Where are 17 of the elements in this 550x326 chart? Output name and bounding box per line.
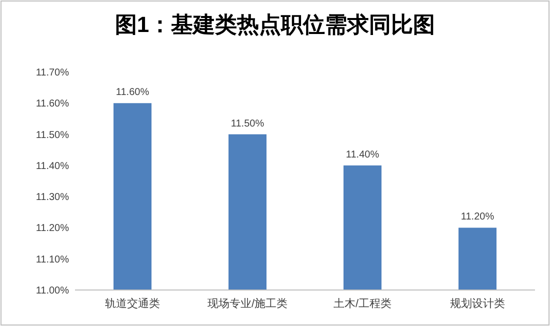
- y-tick-label: 11.10%: [36, 254, 70, 266]
- x-tick-label: 轨道交通类: [105, 297, 160, 310]
- y-tick-label: 11.30%: [36, 192, 70, 204]
- y-tick-label: 11.50%: [36, 130, 70, 141]
- data-label: 11.50%: [230, 118, 264, 130]
- y-tick-label: 11.20%: [36, 223, 70, 234]
- y-tick-label: 11.40%: [36, 160, 70, 172]
- y-tick-label: 11.60%: [36, 98, 70, 110]
- data-label: 11.20%: [460, 212, 494, 223]
- data-label: 11.40%: [346, 149, 380, 160]
- data-label: 11.60%: [116, 87, 150, 98]
- y-tick-label: 11.00%: [36, 286, 70, 296]
- x-tick-label: 现场专业/施工类: [207, 297, 288, 310]
- x-tick-label: 土木/工程类: [333, 297, 392, 310]
- x-tick-label: 规划设计类: [450, 297, 505, 310]
- y-tick-label: 11.70%: [36, 68, 70, 78]
- chart-title: 图1：基建类热点职位需求同比图: [114, 12, 436, 37]
